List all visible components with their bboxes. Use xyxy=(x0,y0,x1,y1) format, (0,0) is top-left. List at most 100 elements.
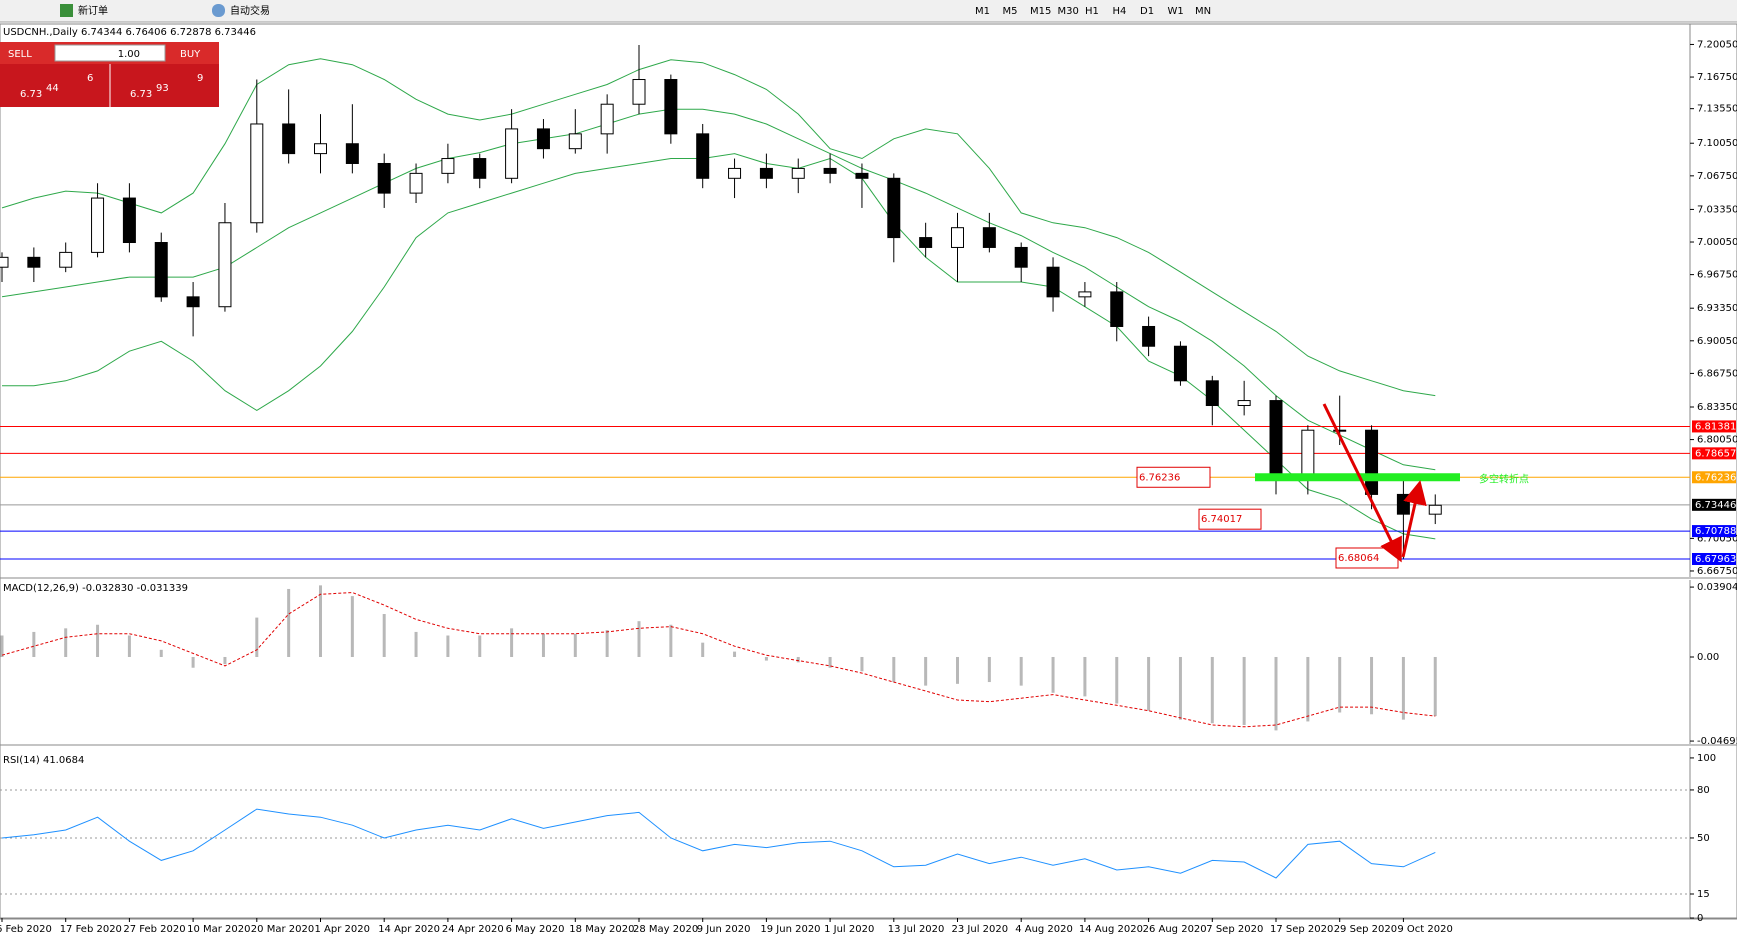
candle-body xyxy=(186,296,200,308)
macd-bar xyxy=(64,628,68,657)
macd-bar xyxy=(510,628,514,657)
candle-body xyxy=(855,172,869,179)
y-tick-label: -0.046959 xyxy=(1697,736,1737,747)
y-tick-label: 7.16750 xyxy=(1697,72,1737,83)
bollinger-upper xyxy=(1,58,1436,397)
timeframe-button[interactable]: D1 xyxy=(1140,6,1154,17)
macd-bar xyxy=(1115,656,1119,704)
x-tick-label: 17 Sep 2020 xyxy=(1270,924,1333,935)
y-tick-label: 6.80050 xyxy=(1697,435,1737,446)
macd-bar xyxy=(1147,656,1151,711)
macd-bar xyxy=(987,656,991,683)
timeframe-button[interactable]: MN xyxy=(1195,6,1211,17)
timeframe-button[interactable]: M30 xyxy=(1058,6,1079,17)
level-tag xyxy=(1692,525,1736,538)
buy-button[interactable]: BUY xyxy=(180,49,201,60)
level-tag xyxy=(1692,552,1736,565)
timeframe-button[interactable]: M15 xyxy=(1030,6,1051,17)
candle-body xyxy=(27,256,41,268)
y-tick-label: 7.10050 xyxy=(1697,138,1737,149)
macd-bar xyxy=(223,656,227,665)
candle-body xyxy=(1110,291,1124,327)
macd-bar xyxy=(255,617,259,657)
timeframe-button[interactable]: M5 xyxy=(1003,6,1018,17)
candle-body xyxy=(122,197,136,244)
macd-signal xyxy=(1,591,1436,728)
candle-body xyxy=(377,162,391,194)
macd-bar xyxy=(414,631,418,657)
candle-body xyxy=(1237,400,1251,407)
level-tag xyxy=(1692,471,1736,484)
level-tag xyxy=(1692,447,1736,460)
x-tick-label: 18 May 2020 xyxy=(569,924,634,935)
new-order-button[interactable]: 新订单 xyxy=(78,4,108,17)
timeframe-button[interactable]: H1 xyxy=(1085,6,1099,17)
x-tick-label: 1 Jul 2020 xyxy=(824,924,874,935)
candle-body xyxy=(505,128,519,179)
x-tick-label: 13 Jul 2020 xyxy=(888,924,945,935)
auto-trading-icon[interactable] xyxy=(212,4,225,17)
candle-body xyxy=(982,227,996,248)
candle-body xyxy=(919,237,933,248)
y-tick-label: 15 xyxy=(1697,889,1710,900)
candle-body xyxy=(409,172,423,194)
timeframe-button[interactable]: M1 xyxy=(975,6,990,17)
macd-label: MACD(12,26,9) -0.032830 -0.031339 xyxy=(3,583,188,594)
x-tick-label: 6 May 2020 xyxy=(506,924,565,935)
y-tick-label: 0.00 xyxy=(1697,652,1719,663)
y-tick-label: 80 xyxy=(1697,785,1710,796)
auto-trading-button[interactable]: 自动交易 xyxy=(230,4,270,17)
level-tag xyxy=(1692,420,1736,433)
candle-body xyxy=(282,123,296,155)
price-annotation-box xyxy=(1136,466,1211,488)
y-tick-label: 6.96750 xyxy=(1697,270,1737,281)
y-tick-label: 6.86750 xyxy=(1697,368,1737,379)
macd-bar xyxy=(1051,656,1055,693)
x-tick-label: 7 Sep 2020 xyxy=(1206,924,1263,935)
macd-bar xyxy=(956,656,959,684)
candle-body xyxy=(1428,504,1442,515)
bollinger-lower xyxy=(2,153,1436,540)
macd-bar xyxy=(924,656,928,686)
candle-body xyxy=(154,242,168,298)
lot-input[interactable] xyxy=(54,44,166,62)
y-tick-label: 6.90050 xyxy=(1697,336,1737,347)
macd-bar xyxy=(1306,656,1310,722)
bollinger-middle xyxy=(1,108,1436,471)
macd-bar xyxy=(669,624,673,657)
macd-bar xyxy=(0,635,4,657)
candle-body xyxy=(568,133,582,150)
y-tick-label: 0 xyxy=(1697,913,1703,924)
sell-price-main: 44 xyxy=(46,83,59,94)
macd-bar xyxy=(127,635,131,657)
sell-price-big: 6.73 xyxy=(20,89,42,100)
level-tag xyxy=(1692,498,1736,511)
candle-body xyxy=(1333,429,1347,432)
candle-body xyxy=(1269,400,1283,481)
x-tick-label: 6 Feb 2020 xyxy=(0,924,52,935)
macd-bar xyxy=(96,624,100,657)
timeframe-button[interactable]: W1 xyxy=(1168,6,1184,17)
candle-body xyxy=(536,128,550,150)
y-tick-label: 6.70050 xyxy=(1697,533,1737,544)
candle-body xyxy=(250,123,264,224)
y-tick-label: 100 xyxy=(1697,753,1716,764)
candle-body xyxy=(314,143,327,155)
x-tick-label: 23 Jul 2020 xyxy=(952,924,1009,935)
macd-bar xyxy=(860,656,864,672)
macd-bar xyxy=(1401,656,1405,720)
candle-body xyxy=(696,133,710,179)
level-label: 6.81381 xyxy=(1695,421,1736,432)
timeframe-button[interactable]: H4 xyxy=(1113,6,1127,17)
new-order-icon[interactable] xyxy=(60,4,73,17)
lot-value[interactable]: 1.00 xyxy=(118,49,140,60)
candle-body xyxy=(1078,291,1092,298)
candle-body xyxy=(823,167,837,174)
level-label: 6.70788 xyxy=(1695,526,1736,537)
macd-bar xyxy=(1178,656,1182,720)
pivot-note: 多空转折点 xyxy=(1479,472,1529,485)
candle-body xyxy=(1046,266,1060,298)
sell-button[interactable]: SELL xyxy=(8,49,32,60)
buy-price-small: 9 xyxy=(197,73,203,84)
